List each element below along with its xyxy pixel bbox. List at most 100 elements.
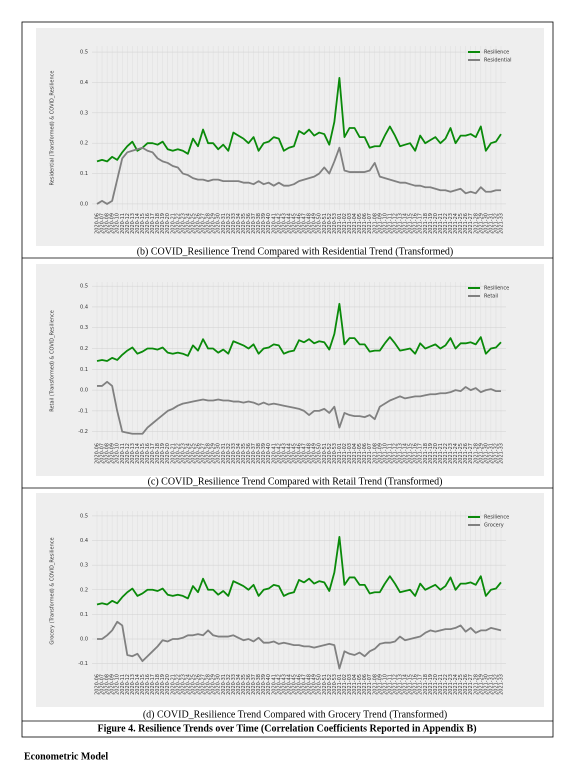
- x-tick-label: 2020-31: [221, 674, 227, 695]
- y-tick-label: 0.0: [80, 201, 88, 207]
- y-tick-label: 0.3: [80, 563, 88, 569]
- y-tick-label: -0.1: [78, 408, 88, 414]
- x-tick-label: 2020-43: [281, 674, 287, 695]
- x-tick-label: 2020-32: [226, 213, 232, 234]
- x-tick-label: 2021-23: [448, 443, 454, 464]
- x-tick-label: 2020-18: [155, 674, 161, 695]
- x-tick-label: 2021-32: [493, 213, 499, 234]
- x-tick-label: 2021-01: [337, 213, 343, 234]
- x-tick-label: 2020-51: [322, 213, 328, 234]
- x-tick-label: 2020-29: [211, 213, 217, 234]
- x-tick-label: 2020-40: [266, 674, 272, 695]
- x-tick-label: 2020-28: [206, 674, 212, 695]
- x-tick-label: 2021-24: [453, 213, 459, 234]
- x-tick-label: 2020-39: [261, 213, 267, 234]
- x-tick-label: 2021-09: [377, 674, 383, 695]
- x-tick-label: 2021-13: [398, 213, 404, 234]
- x-tick-label: 2020-46: [297, 674, 303, 695]
- x-tick-label: 2021-16: [413, 213, 419, 234]
- x-tick-label: 2020-40: [266, 443, 272, 464]
- legend-label: Retail: [484, 294, 498, 300]
- x-tick-label: 2020-15: [140, 213, 146, 234]
- x-tick-label: 2021-15: [408, 213, 414, 234]
- x-tick-label: 2021-26: [463, 443, 469, 464]
- x-tick-label: 2020-26: [196, 213, 202, 234]
- x-tick-label: 2021-22: [443, 674, 449, 695]
- legend-label: Resilience: [484, 50, 509, 56]
- y-tick-label: 0.3: [80, 325, 88, 331]
- x-tick-label: 2020-21: [170, 443, 176, 464]
- x-tick-label: 2020-29: [211, 443, 217, 464]
- x-tick-label: 2021-25: [458, 443, 464, 464]
- x-tick-label: 2021-14: [403, 674, 409, 695]
- x-tick-label: 2020-06: [95, 674, 101, 695]
- x-tick-label: 2021-06: [362, 674, 368, 695]
- section-heading: Econometric Model: [24, 751, 108, 762]
- x-tick-label: 2020-19: [160, 674, 166, 695]
- y-tick-label: -0.2: [78, 429, 88, 435]
- x-tick-label: 2021-26: [463, 213, 469, 234]
- series-line: [96, 535, 502, 606]
- x-tick-label: 2020-51: [322, 443, 328, 464]
- x-tick-label: 2021-06: [362, 443, 368, 464]
- x-tick-label: 2020-09: [110, 443, 116, 464]
- x-tick-label: 2021-08: [372, 443, 378, 464]
- x-tick-label: 2021-23: [448, 213, 454, 234]
- x-tick-label: 2020-24: [185, 674, 191, 695]
- x-tick-label: 2021-21: [438, 213, 444, 234]
- legend-label: Residential: [484, 58, 512, 64]
- x-tick-label: 2020-52: [327, 674, 333, 695]
- x-tick-label: 2020-11: [120, 213, 126, 234]
- x-tick-label: 2021-12: [392, 213, 398, 234]
- x-tick-label: 2021-14: [403, 443, 409, 464]
- x-tick-label: 2020-39: [261, 443, 267, 464]
- x-tick-label: 2020-19: [160, 443, 166, 464]
- x-tick-label: 2021-22: [443, 213, 449, 234]
- x-tick-label: 2021-02: [342, 674, 348, 695]
- series-line: [96, 302, 502, 362]
- x-tick-label: 2021-21: [438, 443, 444, 464]
- x-tick-label: 2021-11: [387, 674, 393, 695]
- x-tick-label: 2020-49: [312, 674, 318, 695]
- legend-label: Grocery: [484, 523, 504, 529]
- x-tick-label: 2021-25: [458, 213, 464, 234]
- x-tick-label: 2021-04: [352, 443, 358, 464]
- y-tick-label: 0.5: [80, 284, 88, 290]
- x-tick-label: 2021-03: [347, 213, 353, 234]
- x-tick-label: 2020-44: [286, 443, 292, 464]
- x-tick-label: 2020-06: [95, 443, 101, 464]
- x-tick-label: 2020-47: [302, 213, 308, 234]
- x-tick-label: 2020-42: [276, 443, 282, 464]
- x-tick-label: 2020-44: [286, 213, 292, 234]
- x-tick-label: 2020-12: [125, 213, 131, 234]
- x-tick-label: 2021-10: [382, 674, 388, 695]
- x-tick-label: 2020-42: [276, 674, 282, 695]
- x-tick-label: 2020-37: [251, 213, 257, 234]
- x-tick-label: 2020-49: [312, 213, 318, 234]
- x-tick-label: 2021-21: [438, 674, 444, 695]
- x-tick-label: 2020-11: [120, 443, 126, 464]
- x-tick-label: 2021-33: [499, 443, 505, 464]
- x-tick-label: 2021-13: [398, 443, 404, 464]
- x-tick-label: 2020-35: [241, 674, 247, 695]
- x-tick-label: 2020-34: [236, 213, 242, 234]
- x-tick-label: 2020-41: [271, 213, 277, 234]
- x-tick-label: 2020-31: [221, 213, 227, 234]
- x-tick-label: 2020-31: [221, 443, 227, 464]
- x-tick-label: 2020-16: [145, 213, 151, 234]
- x-tick-label: 2020-39: [261, 674, 267, 695]
- plot-background: [36, 264, 544, 476]
- x-tick-label: 2021-32: [493, 674, 499, 695]
- x-tick-label: 2021-17: [418, 443, 424, 464]
- x-tick-label: 2020-47: [302, 443, 308, 464]
- x-tick-label: 2021-19: [428, 213, 434, 234]
- x-tick-label: 2020-50: [317, 674, 323, 695]
- x-tick-label: 2020-52: [327, 443, 333, 464]
- x-tick-label: 2020-18: [155, 443, 161, 464]
- x-tick-label: 2020-42: [276, 213, 282, 234]
- y-tick-label: 0.1: [80, 612, 88, 618]
- x-tick-label: 2020-36: [246, 443, 252, 464]
- x-tick-label: 2021-01: [337, 443, 343, 464]
- x-tick-label: 2021-31: [488, 213, 494, 234]
